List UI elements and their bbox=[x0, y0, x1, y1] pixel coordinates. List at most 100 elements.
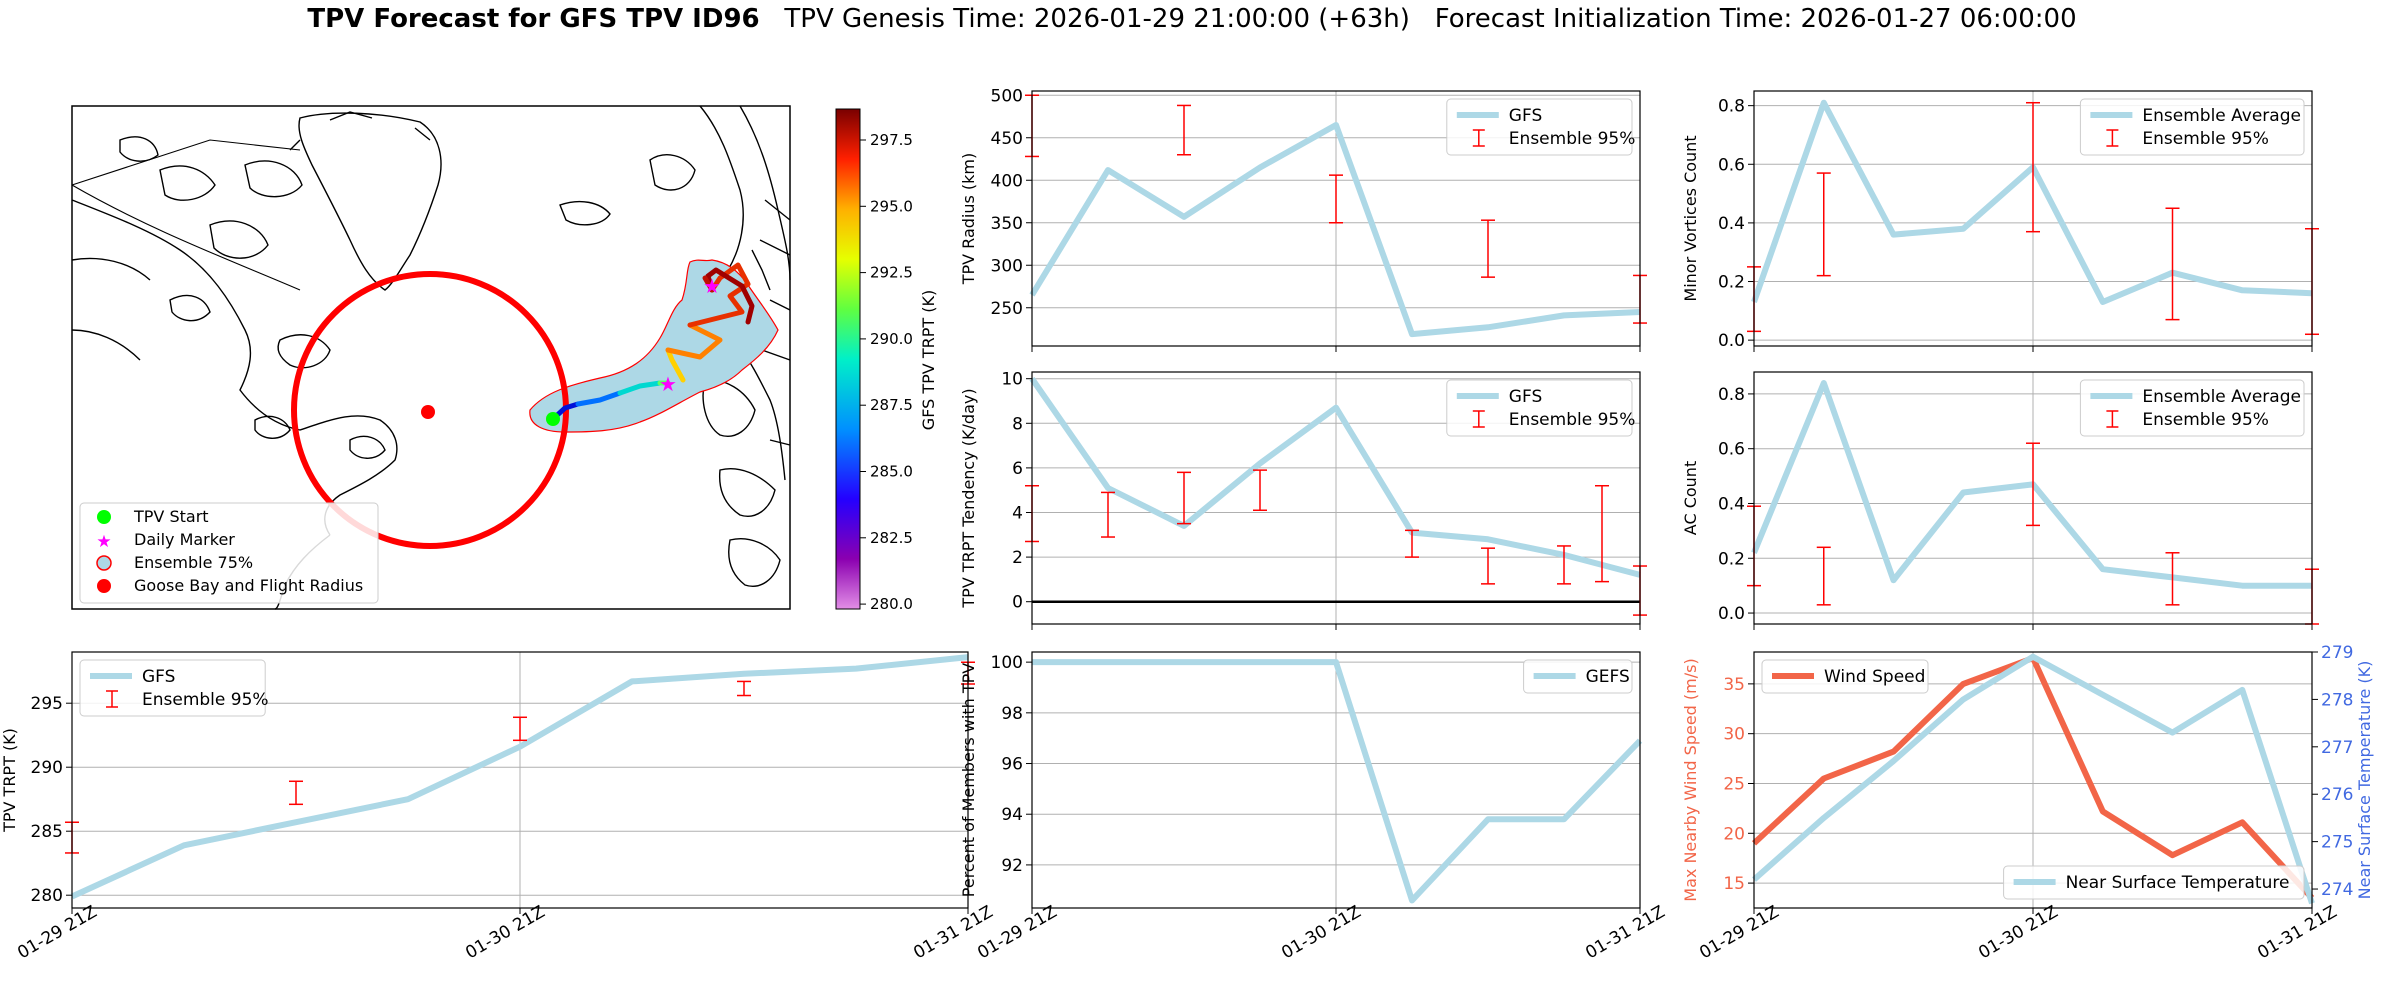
colorbar-label: GFS TPV TRPT (K) bbox=[919, 290, 938, 430]
axes-frame bbox=[1031, 651, 1641, 909]
legend-label: GEFS bbox=[1586, 667, 1630, 687]
ytick-label: 30 bbox=[1723, 725, 1745, 745]
colorbar-tick-label: 297.5 bbox=[870, 131, 913, 149]
ylabel: AC Count bbox=[1681, 461, 1700, 535]
chart-trpt: 280 285 290 295 TPV TRPT (K) 01-29 21Z 01-30 2… bbox=[0, 651, 996, 963]
legend-goosebay-label: Goose Bay and Flight Radius bbox=[134, 576, 363, 595]
ytick-label: 300 bbox=[991, 256, 1023, 276]
series-line-gfs bbox=[70, 654, 969, 900]
chart-percent: 92 94 96 98 100 Percent of Members with TPV 01… bbox=[959, 651, 1668, 963]
daily-marker-2: ★ bbox=[703, 274, 721, 298]
ytick-label: 92 bbox=[1001, 856, 1023, 876]
legend-label: Ensemble 95% bbox=[2142, 129, 2269, 149]
ytick-right-label: 275 bbox=[2321, 833, 2353, 853]
figure-title: TPV Forecast for GFS TPV ID96 TPV Genesi… bbox=[0, 4, 2384, 34]
legend-label: Ensemble 95% bbox=[1509, 410, 1636, 430]
series-line-gfs bbox=[1029, 122, 1641, 338]
ytick-label: 450 bbox=[991, 129, 1023, 149]
ytick-label: 400 bbox=[991, 171, 1023, 191]
ytick-right-label: 278 bbox=[2321, 690, 2353, 710]
axes-frame bbox=[1031, 90, 1641, 347]
legend-label: GFS bbox=[142, 667, 175, 687]
title-genesis: TPV Genesis Time: 2026-01-29 21:00:00 (+… bbox=[784, 4, 1410, 34]
ytick-label: 285 bbox=[31, 822, 63, 842]
legend-label: GFS bbox=[1509, 106, 1542, 126]
ytick-label: 6 bbox=[1012, 459, 1023, 479]
xtick-label: 01-29 21Z bbox=[14, 902, 100, 963]
chart-tendency: 0 2 4 6 8 10 TPV TRPT Tendency (K/day) GFS Ensem… bbox=[959, 370, 1647, 630]
colorbar-tick-label: 280.0 bbox=[870, 595, 913, 613]
colorbar-gradient bbox=[835, 108, 861, 610]
colorbar-tick-label: 292.5 bbox=[870, 264, 913, 282]
ylabel: TPV TRPT Tendency (K/day) bbox=[959, 388, 978, 608]
legend-label: Ensemble 95% bbox=[2142, 410, 2269, 430]
xtick-label: 01-30 21Z bbox=[1278, 902, 1364, 963]
legend-goosebay-icon bbox=[97, 579, 111, 593]
ytick-label: 4 bbox=[1012, 503, 1023, 523]
ytick-label: 500 bbox=[991, 86, 1023, 106]
ytick-label: 0.4 bbox=[1718, 214, 1745, 234]
axes-frame bbox=[1753, 90, 2313, 347]
colorbar-tick-label: 295.0 bbox=[870, 197, 913, 215]
ylabel: Minor Vortices Count bbox=[1681, 135, 1700, 301]
ytick-label: 280 bbox=[31, 886, 63, 906]
legend-start-label: TPV Start bbox=[133, 507, 209, 526]
ytick-label: 2 bbox=[1012, 548, 1023, 568]
legend: Near Surface Temperature bbox=[2003, 865, 2305, 900]
legend: GEFS bbox=[1523, 659, 1633, 694]
ytick-label: 94 bbox=[1001, 805, 1023, 825]
ytick-label: 20 bbox=[1723, 824, 1745, 844]
legend-box bbox=[2003, 865, 2305, 900]
legend: Ensemble Average Ensemble 95% bbox=[2079, 98, 2305, 156]
legend-label: Near Surface Temperature bbox=[2066, 873, 2290, 893]
legend-box bbox=[2079, 379, 2305, 437]
goose-bay-marker bbox=[421, 405, 435, 419]
legend-start-icon bbox=[97, 510, 111, 524]
ytick-label: 0.0 bbox=[1718, 331, 1745, 351]
chart-radius: 250 300 350 400 450 500 TPV Radius (km) GFS Ense… bbox=[959, 86, 1647, 352]
ytick-label: 35 bbox=[1723, 675, 1745, 695]
ylabel: TPV TRPT (K) bbox=[0, 728, 19, 833]
series-line-near-surface-temperature bbox=[1752, 653, 2315, 905]
axes-frame bbox=[1753, 371, 2313, 625]
axes-frame bbox=[1031, 371, 1641, 625]
legend-daily-icon: ★ bbox=[96, 532, 111, 552]
map-legend: TPV Start ★ Daily Marker Ensemble 75% Go… bbox=[79, 502, 379, 604]
ytick-label: 0.8 bbox=[1718, 97, 1745, 117]
colorbar-ticks: 297.5 295.0 292.5 290.0 287.5 285.0 282.5 280.0 bbox=[860, 131, 913, 613]
axes-frame bbox=[71, 651, 969, 909]
legend-label: Wind Speed bbox=[1824, 667, 1925, 687]
ytick-label: 295 bbox=[31, 694, 63, 714]
colorbar-tick-label: 290.0 bbox=[870, 330, 913, 348]
ytick-right-label: 274 bbox=[2321, 880, 2353, 900]
legend-box bbox=[1761, 659, 1929, 694]
ytick-label: 98 bbox=[1001, 704, 1023, 724]
ytick-label: 100 bbox=[991, 653, 1023, 673]
ytick-label: 0.2 bbox=[1718, 273, 1745, 293]
legend-box bbox=[2079, 98, 2305, 156]
xtick-label: 01-29 21Z bbox=[1696, 902, 1782, 963]
ytick-right-label: 276 bbox=[2321, 785, 2353, 805]
xtick-label: 01-31 21Z bbox=[1582, 902, 1668, 963]
legend: GFS Ensemble 95% bbox=[1446, 379, 1636, 437]
ytick-label: 290 bbox=[31, 758, 63, 778]
colorbar-tick-label: 282.5 bbox=[870, 529, 913, 547]
ytick-label: 0 bbox=[1012, 593, 1023, 613]
colorbar: 297.5 295.0 292.5 290.0 287.5 285.0 282.5 280.0… bbox=[835, 108, 938, 613]
ytick-right-label: 277 bbox=[2321, 738, 2353, 758]
tpv-start-marker bbox=[546, 412, 560, 426]
ylabel-right: Near Surface Temperature (K) bbox=[2355, 661, 2374, 900]
ytick-label: 0.4 bbox=[1718, 494, 1745, 514]
legend: GFS Ensemble 95% bbox=[79, 659, 269, 717]
axes-frame bbox=[1753, 651, 2313, 909]
legend-label: Ensemble 95% bbox=[142, 690, 269, 710]
legend: GFS Ensemble 95% bbox=[1446, 98, 1635, 156]
series-line-gfs bbox=[1029, 376, 1641, 578]
title-init: Forecast Initialization Time: 2026-01-27… bbox=[1434, 4, 2077, 34]
ytick-label: 0.6 bbox=[1718, 440, 1745, 460]
legend-label: GFS bbox=[1509, 387, 1542, 407]
xtick-label: 01-31 21Z bbox=[2254, 902, 2340, 963]
ytick-label: 0.0 bbox=[1718, 604, 1745, 624]
ytick-label: 0.2 bbox=[1718, 549, 1745, 569]
